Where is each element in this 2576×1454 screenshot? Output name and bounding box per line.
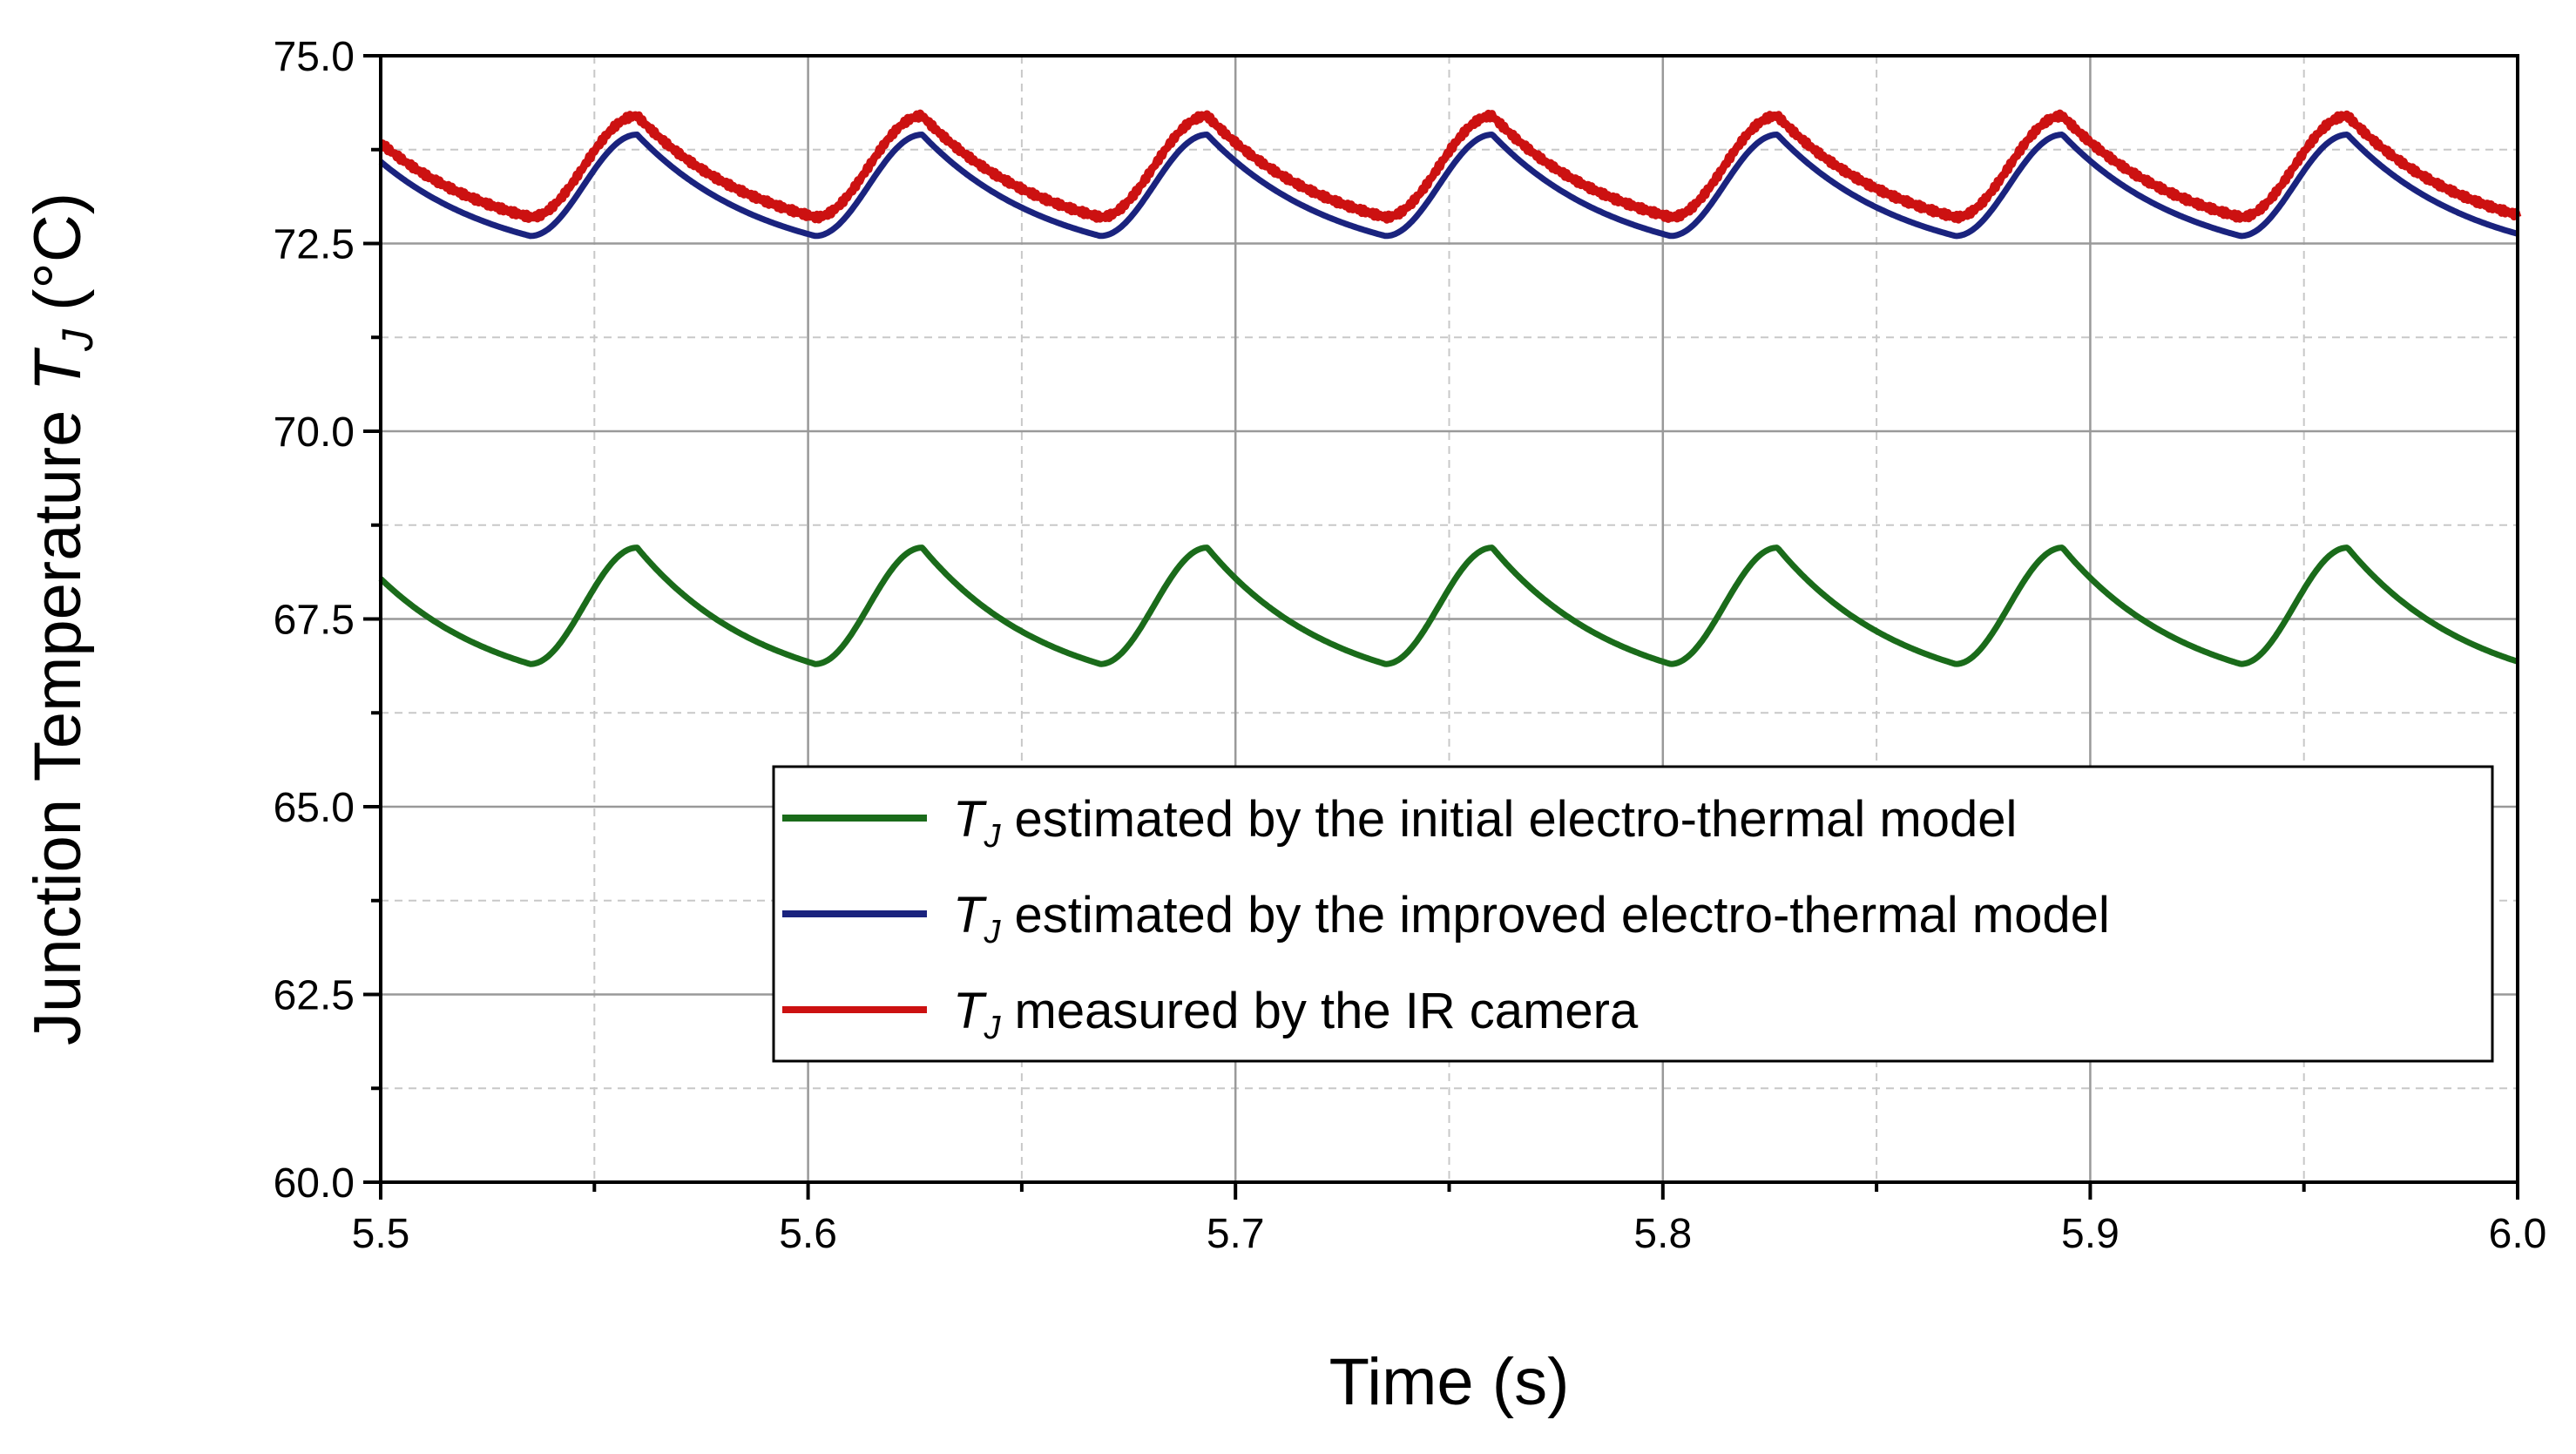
series-line bbox=[378, 109, 2522, 224]
x-tick-label: 5.9 bbox=[2061, 1211, 2120, 1257]
legend-label-symbol: T bbox=[953, 983, 987, 1039]
legend-label-subscript: J bbox=[983, 1010, 1001, 1046]
legend-label-subscript: J bbox=[983, 818, 1001, 855]
x-tick-labels: 5.5 5.6 5.7 5.8 5.9 6.0 bbox=[352, 1211, 2547, 1257]
legend-entry: TJ estimated by the improved electro-the… bbox=[782, 887, 2110, 950]
legend-label-text: measured by the IR camera bbox=[1000, 983, 1639, 1039]
y-axis-title-subscript: J bbox=[53, 328, 102, 352]
legend-label-symbol: T bbox=[953, 887, 987, 943]
y-axis-title-prefix: Junction Temperature bbox=[21, 391, 95, 1045]
legend-entry: TJ estimated by the initial electro-ther… bbox=[782, 791, 2017, 855]
y-tick-label: 72.5 bbox=[274, 222, 355, 268]
x-axis-title: Time (s) bbox=[1329, 1345, 1570, 1419]
x-tick-label: 5.8 bbox=[1633, 1211, 1692, 1257]
legend-label: TJ measured by the IR camera bbox=[953, 983, 1639, 1046]
legend-label: TJ estimated by the improved electro-the… bbox=[953, 887, 2110, 950]
legend: TJ estimated by the initial electro-ther… bbox=[772, 765, 2494, 1063]
x-tick-label: 5.5 bbox=[352, 1211, 410, 1257]
axis-ticks bbox=[363, 54, 2519, 1200]
legend-label-subscript: J bbox=[983, 914, 1001, 950]
series-line bbox=[378, 544, 2519, 667]
y-axis-title: Junction Temperature TJ (°C) bbox=[21, 193, 102, 1045]
y-tick-labels: 60.0 62.5 65.0 67.5 70.0 72.5 75.0 bbox=[274, 34, 355, 1207]
y-axis-title-symbol: T bbox=[21, 347, 95, 391]
y-tick-label: 67.5 bbox=[274, 598, 355, 644]
y-tick-label: 62.5 bbox=[274, 973, 355, 1019]
legend-label-text: estimated by the improved electro-therma… bbox=[1000, 887, 2109, 943]
x-tick-label: 5.7 bbox=[1207, 1211, 1265, 1257]
series-line bbox=[378, 132, 2519, 240]
x-tick-label: 5.6 bbox=[779, 1211, 837, 1257]
y-axis-title-suffix: (°C) bbox=[21, 193, 95, 329]
series-layer bbox=[378, 109, 2522, 667]
y-tick-label: 65.0 bbox=[274, 785, 355, 831]
x-tick-label: 6.0 bbox=[2489, 1211, 2547, 1257]
legend-label: TJ estimated by the initial electro-ther… bbox=[953, 791, 2017, 855]
legend-entry: TJ measured by the IR camera bbox=[782, 983, 1639, 1046]
legend-label-symbol: T bbox=[953, 791, 987, 848]
y-tick-label: 70.0 bbox=[274, 409, 355, 456]
legend-box bbox=[772, 765, 2494, 1063]
y-tick-label: 75.0 bbox=[274, 34, 355, 80]
legend-label-text: estimated by the initial electro-thermal… bbox=[1000, 791, 2017, 848]
y-tick-label: 60.0 bbox=[274, 1160, 355, 1207]
